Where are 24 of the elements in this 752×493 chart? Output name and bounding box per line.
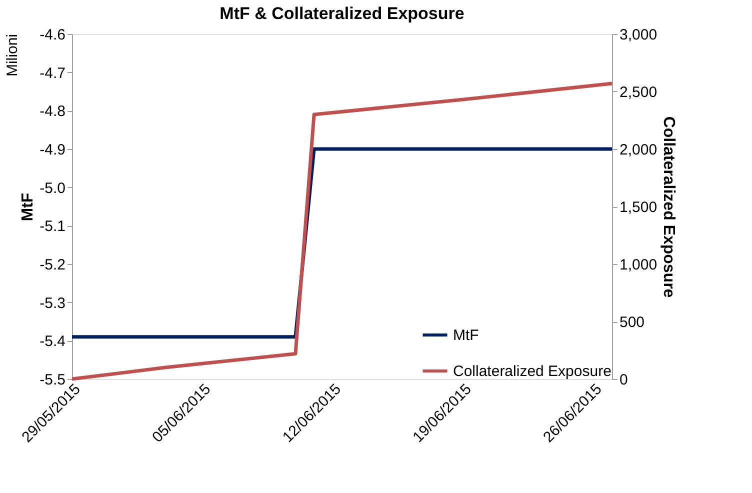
y-tick-label: -5.3 [40,294,66,312]
line-series [70,82,614,381]
text: Milioni [4,34,21,77]
y-tick-label: -4.9 [40,142,66,158]
y2-tick-label: 2,000 [620,142,658,158]
legend-label: MtF [453,327,479,344]
y2-tick-label: 500 [620,314,645,331]
y-tick-label: -4.7 [40,64,66,82]
legend-label: Collateralized Exposure [453,363,612,380]
y-tick-label: -4.6 [40,26,66,44]
y-tick-label: -4.8 [40,103,66,120]
y-tick-label: -5.4 [40,333,66,350]
y2-tick-label: 2,500 [620,84,658,101]
y2-tick-label: 1,500 [620,199,658,216]
y-tick-label: -5.5 [40,372,66,388]
y2-tick-label: 3,000 [620,26,658,44]
y-tick-label: -5.1 [40,218,66,236]
y2-tick-label: 1,000 [620,256,658,274]
y-tick-label: -5.0 [40,180,66,197]
y-axis-title: MtF [20,192,37,222]
chart-title: MtF & Collateralized Exposure [220,4,464,23]
y-tick-label: -5.2 [40,256,66,274]
y2-axis-title: Collateralized Exposure [660,116,678,298]
y2-tick-label: 0 [620,372,628,388]
